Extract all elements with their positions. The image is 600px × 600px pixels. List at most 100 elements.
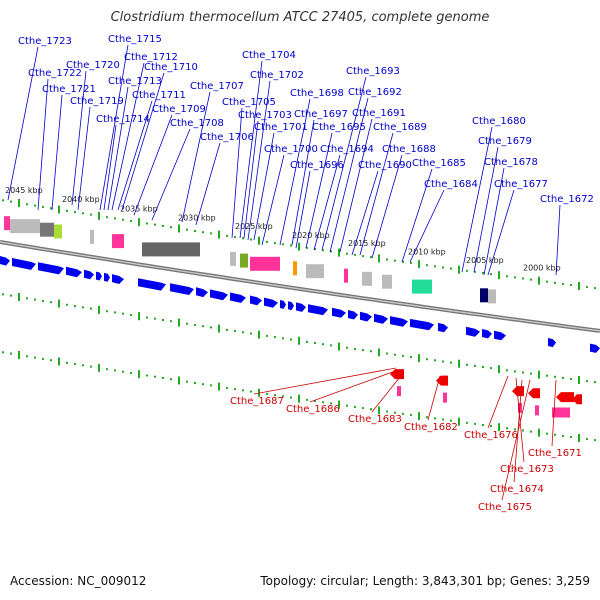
- forward-leader-line: [99, 44, 129, 211]
- feature-block: [250, 256, 280, 271]
- bottom-tick: [346, 346, 348, 349]
- top-tick: [154, 223, 156, 226]
- forward-gene-label: Cthe_1688: [382, 144, 436, 155]
- forward-gene-label: Cthe_1722: [28, 68, 82, 79]
- bottom-tick: [26, 297, 28, 300]
- reverse-tick: [386, 410, 388, 413]
- scale-label: 2015 kbp: [348, 239, 386, 248]
- top-tick: [314, 248, 316, 250]
- forward-gene-label: Cthe_1715: [108, 34, 162, 45]
- bottom-tick: [530, 372, 532, 375]
- bottom-tick: [554, 375, 556, 378]
- bottom-tick: [570, 378, 572, 380]
- reverse-leader-line: [501, 379, 531, 501]
- forward-cds-arrow: [332, 307, 346, 318]
- reverse-tick: [434, 417, 436, 420]
- scale-label: 2020 kbp: [292, 231, 330, 240]
- reverse-cds-arrow: [556, 392, 574, 403]
- reverse-tick: [506, 427, 508, 430]
- top-tick-major: [578, 282, 580, 290]
- forward-leader-line: [253, 132, 275, 241]
- reverse-feature-block: [552, 407, 570, 418]
- top-tick: [570, 284, 572, 286]
- backbone-layer: [0, 240, 600, 333]
- top-tick: [122, 218, 124, 221]
- forward-leader-line: [37, 78, 49, 211]
- reverse-cds-arrow: [572, 394, 582, 405]
- forward-leader-line: [121, 72, 165, 211]
- bottom-tick: [322, 343, 324, 346]
- reverse-tick-major: [418, 412, 420, 421]
- feature-block: [240, 253, 248, 268]
- bottom-tick: [490, 367, 492, 370]
- forward-gene-label: Cthe_1693: [346, 66, 400, 77]
- feature-block: [230, 251, 236, 266]
- reverse-tick: [114, 369, 116, 372]
- feature-block: [54, 224, 62, 239]
- forward-leader-line: [117, 100, 153, 211]
- feature-block: [344, 268, 348, 283]
- reverse-feature-block: [443, 392, 447, 403]
- scale-label: 2000 kbp: [523, 264, 561, 273]
- reverse-tick-major: [138, 370, 140, 379]
- feature-block: [306, 264, 324, 279]
- tick-layer: [2, 199, 596, 442]
- reverse-tick-major: [58, 357, 60, 366]
- reverse-tick: [154, 375, 156, 378]
- bottom-tick-major: [258, 330, 260, 339]
- feature-block: [382, 274, 392, 289]
- top-tick: [250, 238, 252, 241]
- reverse-tick: [474, 422, 476, 425]
- reverse-leader-line: [551, 379, 557, 447]
- forward-cds-arrow: [112, 274, 124, 284]
- reverse-tick: [90, 365, 92, 368]
- top-tick: [74, 211, 76, 214]
- forward-cds-arrow: [288, 301, 294, 311]
- reverse-tick: [202, 383, 204, 386]
- top-tick-major: [458, 265, 460, 274]
- forward-leader-line: [461, 126, 493, 273]
- bottom-tick: [362, 349, 364, 352]
- top-tick-major: [218, 230, 220, 239]
- forward-cds-arrow: [210, 289, 228, 301]
- top-tick-major: [178, 224, 180, 233]
- forward-leader-line: [71, 70, 87, 206]
- top-tick: [26, 203, 28, 206]
- bottom-tick: [266, 334, 268, 337]
- forward-leader-line: [247, 80, 271, 241]
- bottom-tick: [370, 350, 372, 353]
- bottom-tick-major: [218, 324, 220, 333]
- reverse-leader-line: [487, 375, 509, 429]
- top-tick: [82, 212, 84, 215]
- bottom-tick: [282, 337, 284, 340]
- forward-cds-arrow: [374, 313, 388, 324]
- forward-leader-line: [261, 154, 285, 246]
- forward-gene-label: Cthe_1678: [484, 157, 538, 168]
- top-tick: [546, 280, 548, 283]
- top-tick: [290, 244, 292, 247]
- bottom-tick: [34, 298, 36, 301]
- forward-gene-label: Cthe_1719: [70, 96, 124, 107]
- bottom-tick: [426, 358, 428, 361]
- bottom-tick: [226, 328, 228, 331]
- top-tick: [362, 255, 364, 258]
- forward-gene-label: Cthe_1672: [540, 194, 594, 205]
- bottom-tick: [482, 366, 484, 368]
- bottom-tick: [154, 317, 156, 320]
- reverse-gene-label: Cthe_1676: [464, 430, 518, 441]
- feature-block: [10, 219, 40, 234]
- reverse-tick: [354, 405, 356, 408]
- bottom-tick-major: [98, 305, 100, 314]
- reverse-tick: [314, 400, 316, 402]
- bottom-tick: [170, 320, 172, 323]
- forward-leader-line: [279, 98, 311, 246]
- forward-gene-label: Cthe_1701: [254, 122, 308, 133]
- bottom-tick: [434, 359, 436, 362]
- forward-leader-line: [77, 106, 91, 211]
- reverse-leader-line: [427, 375, 441, 421]
- bottom-tick: [522, 371, 524, 374]
- top-tick: [426, 264, 428, 267]
- reverse-tick: [522, 429, 524, 432]
- bottom-tick: [50, 301, 52, 304]
- reverse-tick: [74, 363, 76, 366]
